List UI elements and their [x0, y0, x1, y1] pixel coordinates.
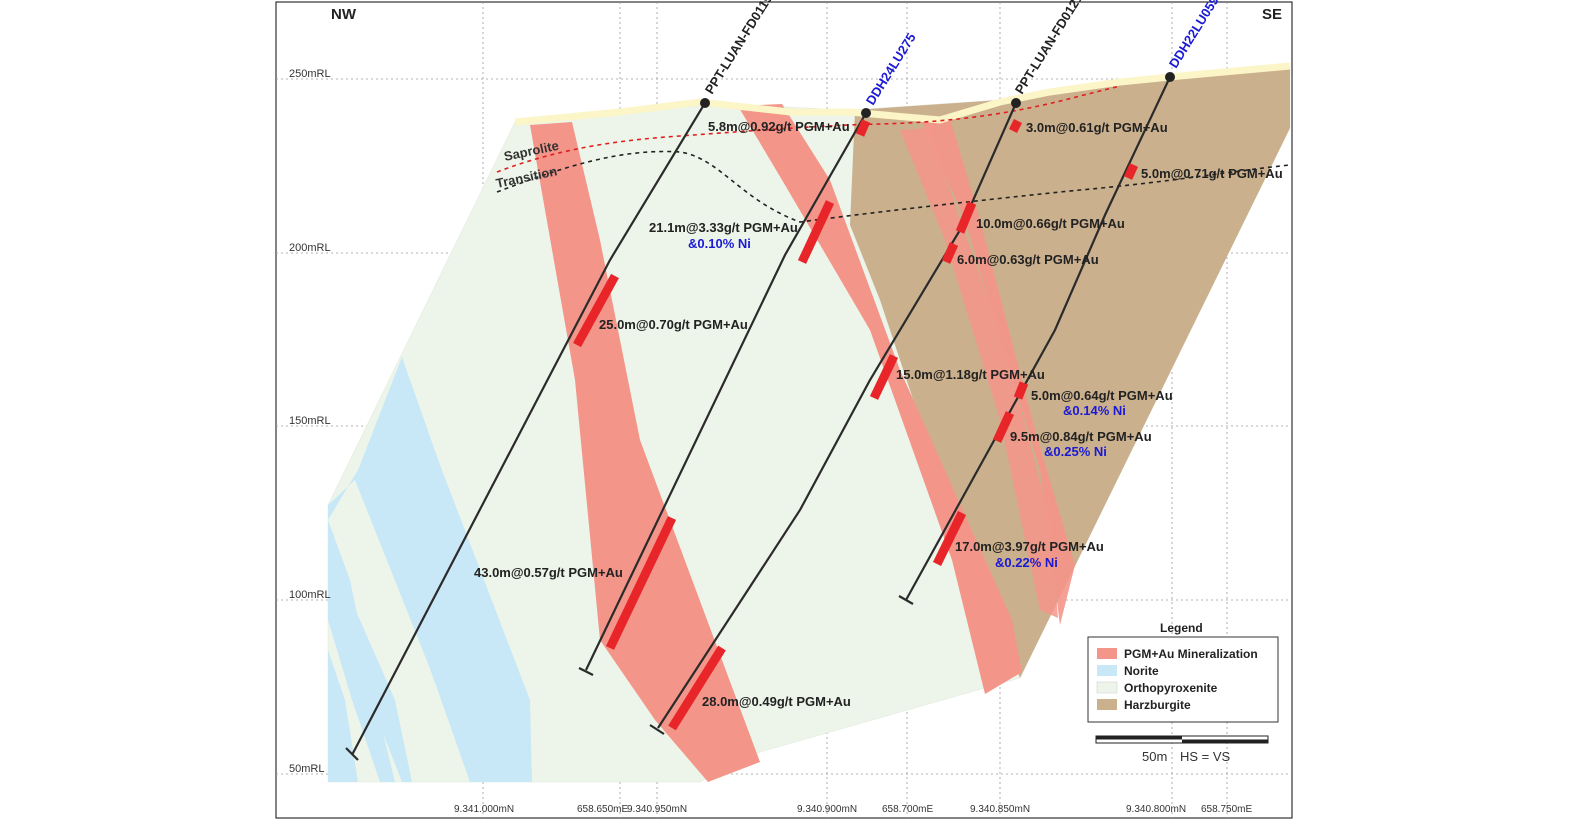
- norite-band-2: [360, 357, 532, 782]
- bar-21.1m: [797, 200, 835, 264]
- bar-10.0m: [955, 201, 977, 234]
- bar-15.0m: [869, 354, 899, 400]
- legend-title: Legend: [1160, 621, 1203, 635]
- trace-fd0119-end: [345, 747, 359, 761]
- trace-lu275: [585, 112, 867, 671]
- grid-label-9340900N: 9.340.900mN: [797, 804, 857, 815]
- collar-lu275: [861, 108, 871, 118]
- bar-9.5m: [992, 411, 1015, 443]
- scale-bar-segment-2: [1182, 739, 1268, 743]
- direction-se: SE: [1262, 6, 1282, 23]
- drillhole-traces: [345, 76, 1171, 761]
- mineralization-band-1: [530, 122, 760, 782]
- intercept-label-6: 6.0m@0.63g/t PGM+Au: [957, 252, 1099, 267]
- bar-43.0m: [605, 516, 677, 650]
- intercept-ni-11: &0.22% Ni: [995, 555, 1058, 570]
- trace-lu059: [905, 76, 1171, 601]
- scale-bar-segment-1: [1096, 736, 1182, 740]
- intercept-ni-4: &0.10% Ni: [688, 236, 751, 251]
- intercept-label-3: 5.0m@0.71g/t PGM+Au: [1141, 166, 1283, 181]
- mineralization-band-2: [738, 104, 1022, 694]
- elevation-200: 200mRL: [289, 242, 331, 254]
- collar-fd0121: [1011, 98, 1021, 108]
- norite-band-4: [328, 650, 358, 782]
- mineralization-band-3: [922, 118, 1075, 625]
- bar-28.0m: [668, 645, 726, 731]
- trace-fd0121: [657, 102, 1018, 729]
- intercept-bars: [573, 118, 1139, 731]
- legend-swatch-harzburgite: [1097, 699, 1117, 710]
- intercept-label-13: 28.0m@0.49g/t PGM+Au: [702, 694, 851, 709]
- intercept-label-9: 5.0m@0.64g/t PGM+Au: [1031, 388, 1173, 403]
- legend-label-norite: Norite: [1124, 664, 1159, 678]
- grid-label-9340850N: 9.340.850mN: [970, 804, 1030, 815]
- legend-swatch-mineralization: [1097, 648, 1117, 659]
- intercept-ni-9: &0.14% Ni: [1063, 403, 1126, 418]
- grid-label-9340950N: 9.340.950mN: [627, 804, 687, 815]
- grid-label-9340800N: 9.340.800mN: [1126, 804, 1186, 815]
- legend-box: [1087, 636, 1279, 723]
- intercept-label-1: 5.8m@0.92g/t PGM+Au: [708, 119, 850, 134]
- topography-surface: [514, 62, 1291, 126]
- trace-fd0121-end: [649, 724, 665, 735]
- elevation-150: 150mRL: [289, 415, 331, 427]
- intercept-label-11: 17.0m@3.97g/t PGM+Au: [955, 539, 1104, 554]
- scale-note: HS = VS: [1180, 749, 1231, 764]
- intercept-label-8: 15.0m@1.18g/t PGM+Au: [896, 367, 1045, 382]
- legend-label-harzburgite: Harzburgite: [1124, 698, 1191, 712]
- legend-label-mineralization: PGM+Au Mineralization: [1124, 647, 1258, 661]
- scale-bar: 50m HS = VS: [1095, 735, 1269, 764]
- legend: Legend PGM+Au Mineralization Norite Orth…: [1087, 621, 1279, 723]
- intercept-label-12: 43.0m@0.57g/t PGM+Au: [474, 565, 623, 580]
- norite-band-5: [328, 560, 412, 782]
- intercept-ni-10: &0.25% Ni: [1044, 444, 1107, 459]
- legend-swatch-norite: [1097, 665, 1117, 676]
- bar-5.0m-a: [1123, 163, 1139, 180]
- intercept-label-5: 10.0m@0.66g/t PGM+Au: [976, 216, 1125, 231]
- collar-markers: [700, 72, 1175, 118]
- grid-label-658700E: 658.700mE: [882, 804, 933, 815]
- trace-lu059-end: [898, 595, 914, 605]
- bar-25.0m: [573, 273, 619, 348]
- bar-17.0m: [932, 511, 967, 566]
- grid-label-658650E: 658.650mE: [577, 804, 628, 815]
- intercept-label-10: 9.5m@0.84g/t PGM+Au: [1010, 429, 1152, 444]
- bar-6.0m: [941, 242, 959, 264]
- collar-fd0119: [700, 98, 710, 108]
- trace-lu275-end: [578, 667, 594, 676]
- legend-label-orthopyroxenite: Orthopyroxenite: [1124, 681, 1218, 695]
- mineralization-band-4: [900, 128, 1058, 618]
- legend-swatch-orthopyroxenite: [1096, 681, 1118, 694]
- intercept-label-7: 25.0m@0.70g/t PGM+Au: [599, 317, 748, 332]
- collar-lu059: [1165, 72, 1175, 82]
- elevation-100: 100mRL: [289, 589, 331, 601]
- bar-5.0m-b: [1013, 381, 1029, 400]
- elevation-250: 250mRL: [289, 68, 331, 80]
- trace-fd0119: [351, 102, 706, 756]
- bar-3.0m: [1008, 118, 1023, 134]
- intercept-label-4: 21.1m@3.33g/t PGM+Au: [649, 220, 798, 235]
- grid-label-658750E: 658.750mE: [1201, 804, 1252, 815]
- direction-nw: NW: [331, 6, 357, 23]
- bar-5.8m: [855, 119, 871, 137]
- grid-label-9341000N: 9.341.000mN: [454, 804, 514, 815]
- intercept-label-2: 3.0m@0.61g/t PGM+Au: [1026, 120, 1168, 135]
- scale-label: 50m: [1142, 749, 1167, 764]
- elevation-50: 50mRL: [289, 763, 324, 775]
